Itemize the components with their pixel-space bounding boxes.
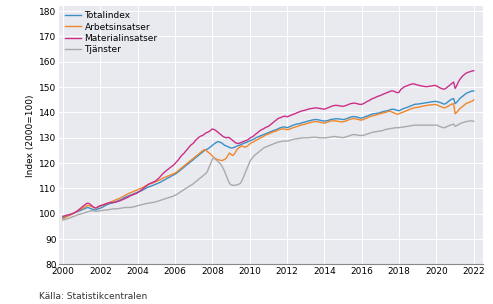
Materialinsatser [471,69,477,72]
Totalindex [446,99,452,103]
Materialinsatser [311,106,317,110]
Arbetsinsatser [471,98,477,102]
Legend: Totalindex, Arbetsinsatser, Materialinsatser, Tjänster: Totalindex, Arbetsinsatser, Materialinsa… [62,9,160,57]
Totalindex [471,89,477,93]
Arbetsinsatser [446,104,452,108]
Tjänster [241,175,246,179]
Line: Materialinsatser: Materialinsatser [63,71,474,216]
Arbetsinsatser [311,120,317,124]
Totalindex [60,216,66,219]
Totalindex [241,142,246,145]
Line: Totalindex: Totalindex [63,91,474,218]
Materialinsatser [225,136,231,139]
Totalindex [441,102,447,106]
Arbetsinsatser [441,106,447,110]
Arbetsinsatser [225,154,231,157]
Text: Källa: Statistikcentralen: Källa: Statistikcentralen [39,292,148,301]
Y-axis label: Index (2000=100): Index (2000=100) [26,94,35,177]
Tjänster [225,178,231,181]
Totalindex [311,118,317,122]
Materialinsatser [241,140,246,143]
Totalindex [373,112,379,115]
Tjänster [60,218,66,222]
Materialinsatser [441,87,447,91]
Totalindex [469,89,475,93]
Materialinsatser [60,215,66,218]
Arbetsinsatser [241,145,246,148]
Totalindex [225,145,231,148]
Tjänster [471,119,477,123]
Tjänster [468,119,474,123]
Materialinsatser [373,95,379,99]
Arbetsinsatser [373,113,379,117]
Arbetsinsatser [60,217,66,221]
Tjänster [441,126,447,130]
Line: Arbetsinsatser: Arbetsinsatser [63,100,474,219]
Tjänster [373,130,379,133]
Line: Tjänster: Tjänster [63,121,474,220]
Tjänster [311,136,317,139]
Materialinsatser [446,84,452,88]
Tjänster [446,124,452,127]
